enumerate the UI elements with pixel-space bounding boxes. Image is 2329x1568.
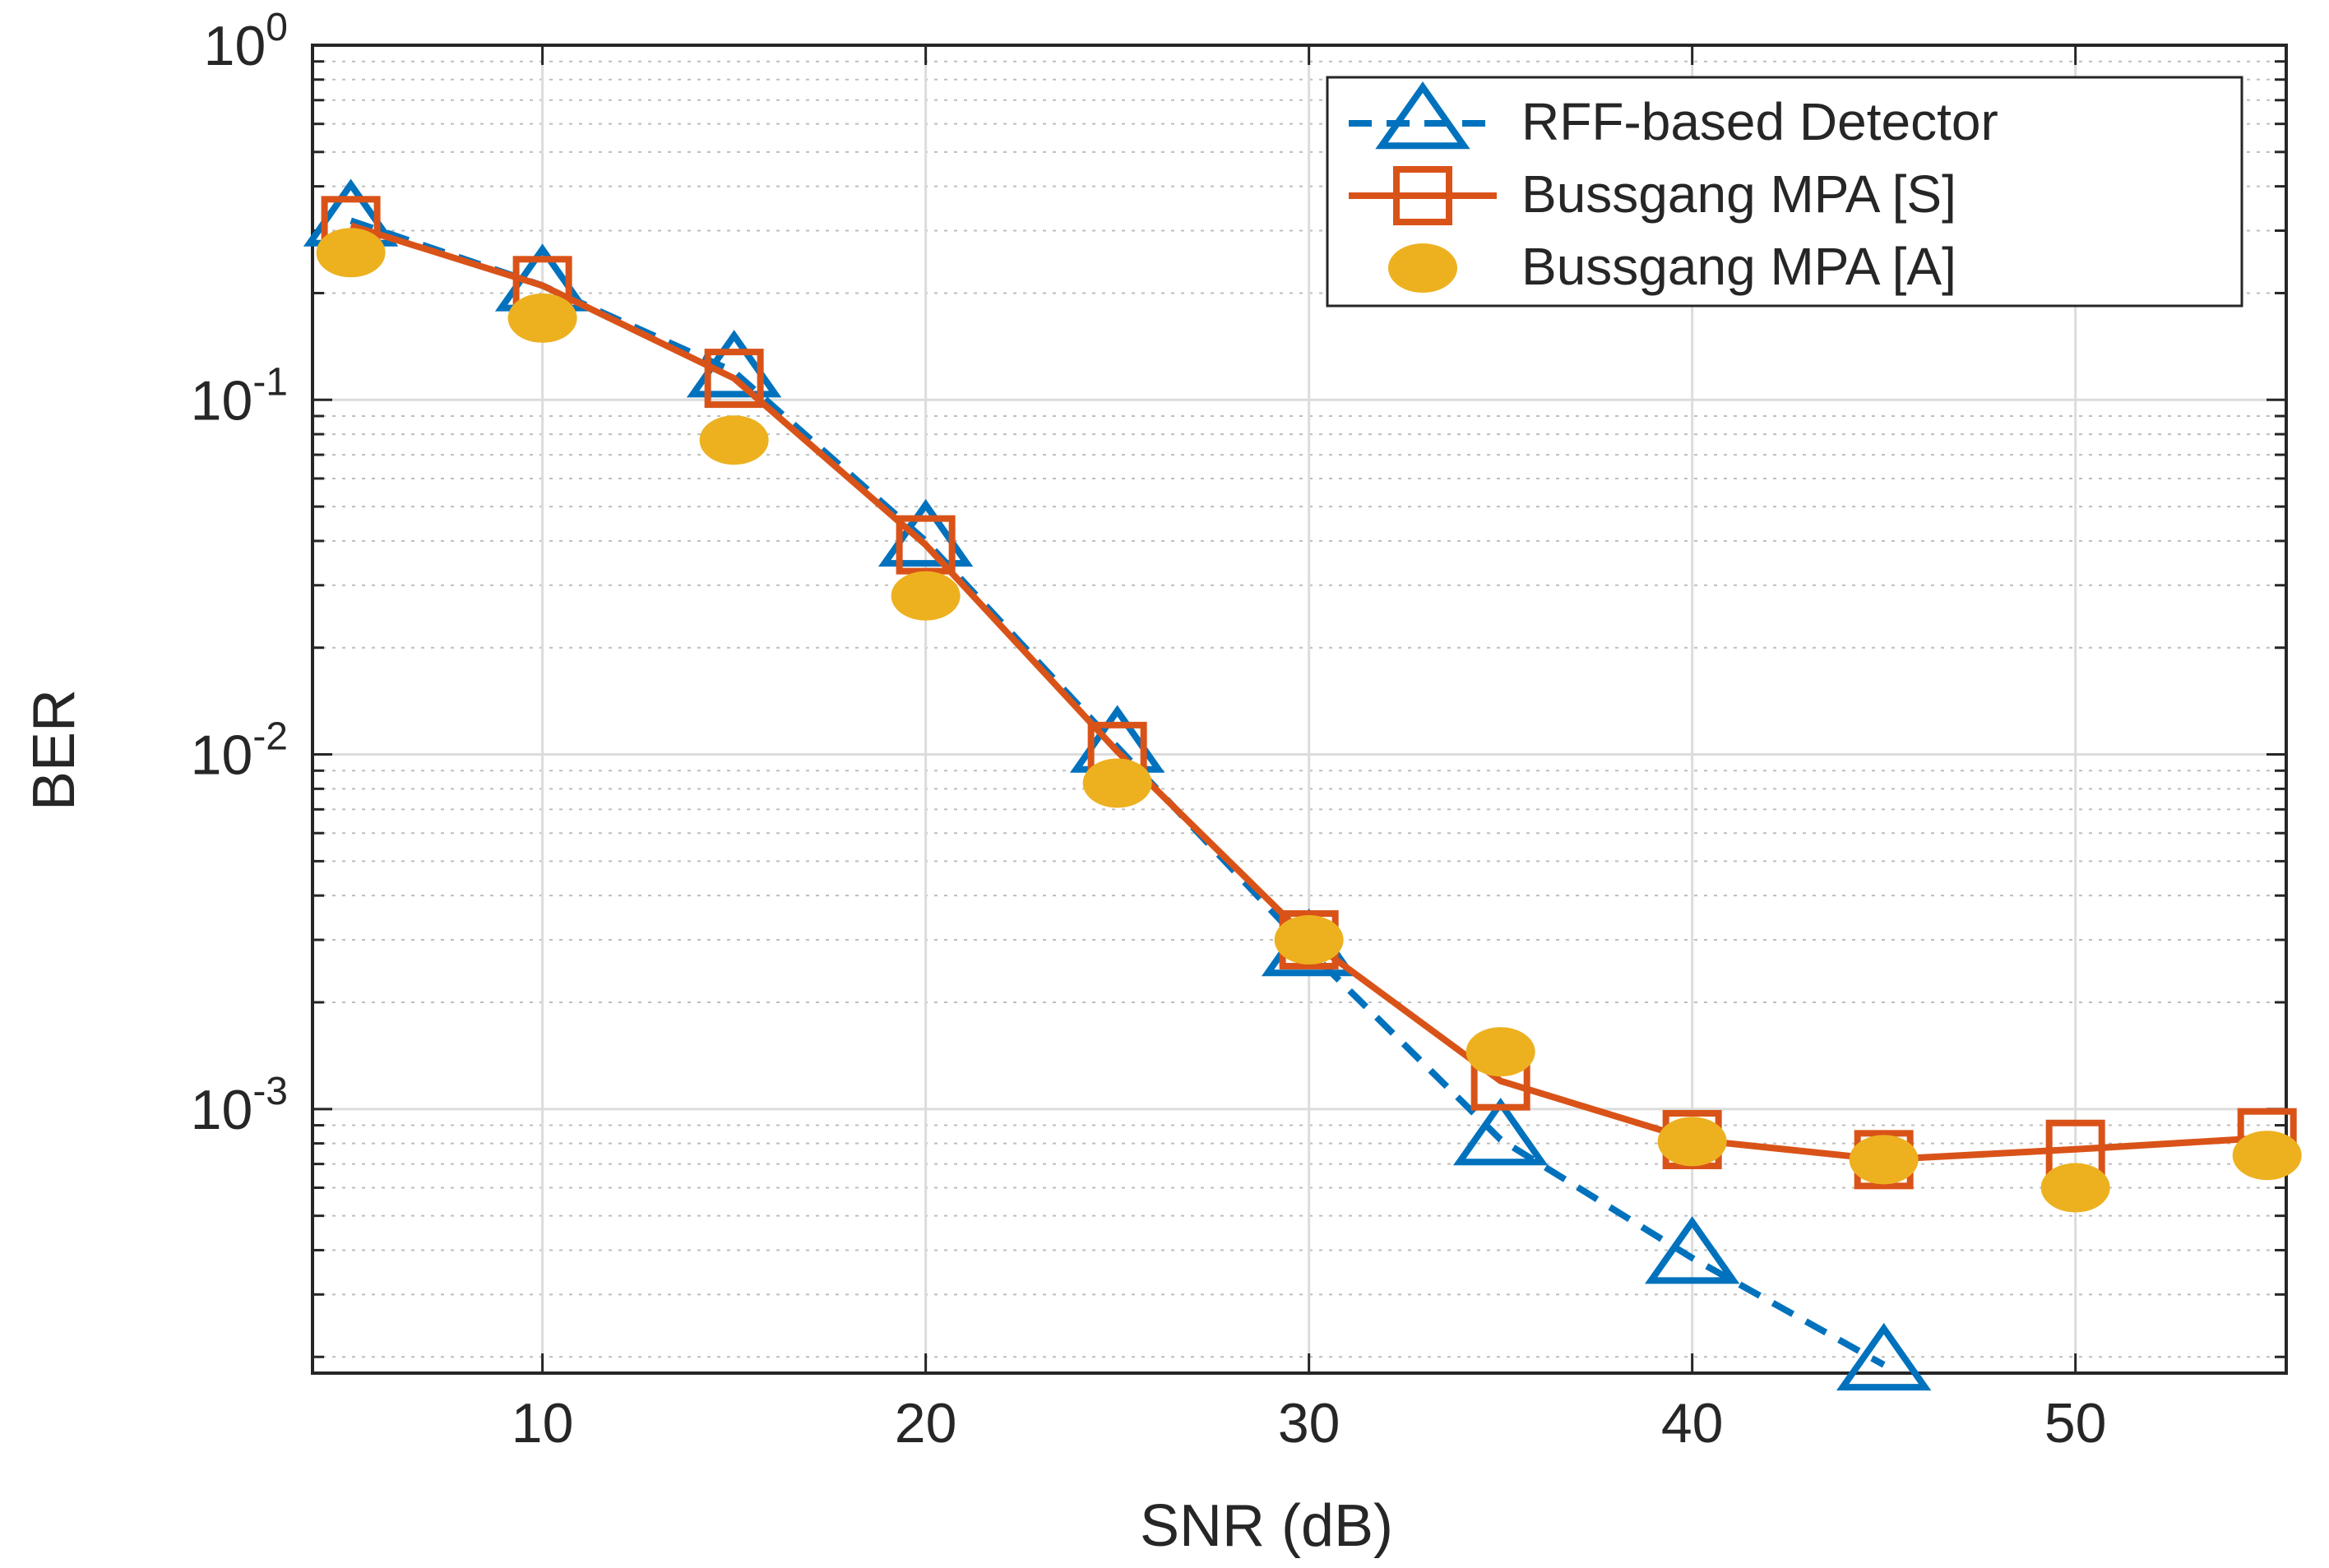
- data-point-0: [1452, 1098, 1549, 1166]
- data-point-2: [1465, 1027, 1535, 1077]
- legend-box: [1326, 76, 2243, 308]
- y-tick-label: 10-3: [191, 1070, 288, 1141]
- series-2: [316, 228, 2302, 1213]
- y-tick-label: 10-2: [191, 715, 288, 787]
- data-point-2: [1657, 1117, 1727, 1167]
- data-point-2: [891, 571, 961, 621]
- data-point-2: [1082, 758, 1152, 808]
- legend-marker-1: [1393, 166, 1452, 225]
- x-tick-label: 20: [895, 1392, 957, 1455]
- data-point-1: [704, 349, 764, 409]
- x-tick-label: 30: [1278, 1392, 1340, 1455]
- legend-marker-2: [1388, 243, 1457, 293]
- legend-label-bussgang-s: Bussgang MPA [S]: [1521, 164, 1956, 224]
- x-tick-label: 40: [1661, 1392, 1724, 1455]
- data-point-2: [2232, 1131, 2302, 1181]
- data-point-0: [1836, 1322, 1932, 1391]
- y-axis-label: BER: [21, 689, 87, 811]
- data-point-2: [2040, 1163, 2110, 1213]
- data-point-0: [1644, 1216, 1740, 1284]
- legend-symbols: [1349, 81, 1497, 293]
- data-point-2: [316, 228, 386, 278]
- plot-frame: [311, 44, 2288, 1375]
- data-point-2: [1849, 1135, 1919, 1185]
- data-point-2: [507, 293, 577, 343]
- legend-label-rff: RFF-based Detector: [1521, 92, 1998, 151]
- legend-marker-0: [1375, 81, 1470, 150]
- legend-label-bussgang-a: Bussgang MPA [A]: [1521, 237, 1956, 296]
- data-point-1: [896, 515, 956, 575]
- y-tick-label: 10-1: [191, 360, 288, 432]
- data-point-2: [1274, 915, 1344, 965]
- y-tick-label: 100: [204, 6, 288, 77]
- x-tick-label: 50: [2044, 1392, 2107, 1455]
- ticks-layer: 100 10-1 10-2 10-3 10 20 30 40 50: [191, 6, 2286, 1455]
- x-tick-label: 10: [512, 1392, 574, 1455]
- data-point-2: [699, 415, 769, 465]
- x-axis-label: SNR (dB): [1140, 1493, 1393, 1559]
- legend: RFF-based Detector Bussgang MPA [S] Buss…: [1326, 76, 2243, 308]
- series-layer: [303, 178, 2302, 1391]
- data-point-0: [877, 498, 974, 567]
